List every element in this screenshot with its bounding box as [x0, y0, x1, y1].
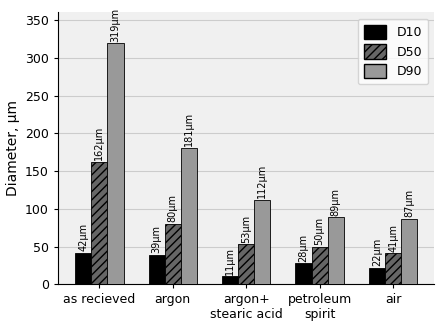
Bar [91, 162, 107, 284]
Bar [165, 224, 181, 284]
Text: 39μm: 39μm [152, 225, 161, 253]
Bar [401, 219, 417, 284]
Legend: D10, D50, D90: D10, D50, D90 [358, 19, 428, 84]
Text: 89μm: 89μm [331, 188, 341, 216]
Bar [107, 43, 124, 284]
Text: 53μm: 53μm [241, 215, 251, 243]
Y-axis label: Diameter, μm: Diameter, μm [6, 100, 19, 197]
Text: 87μm: 87μm [404, 189, 414, 217]
Bar [295, 263, 312, 284]
Text: 112μm: 112μm [257, 164, 268, 198]
Bar [385, 253, 401, 284]
Bar [328, 217, 344, 284]
Bar [181, 148, 197, 284]
Text: 50μm: 50μm [315, 217, 325, 245]
Bar [75, 253, 91, 284]
Text: 28μm: 28μm [298, 233, 308, 262]
Text: 42μm: 42μm [78, 223, 88, 251]
Bar [238, 244, 254, 284]
Text: 181μm: 181μm [184, 112, 194, 146]
Bar [254, 200, 271, 284]
Bar [312, 247, 328, 284]
Text: 41μm: 41μm [388, 224, 398, 252]
Text: 162μm: 162μm [94, 126, 104, 161]
Bar [369, 268, 385, 284]
Text: 11μm: 11μm [225, 247, 235, 275]
Bar [149, 255, 165, 284]
Bar [222, 276, 238, 284]
Text: 319μm: 319μm [110, 8, 121, 42]
Text: 22μm: 22μm [372, 238, 382, 266]
Text: 80μm: 80μm [168, 195, 178, 222]
